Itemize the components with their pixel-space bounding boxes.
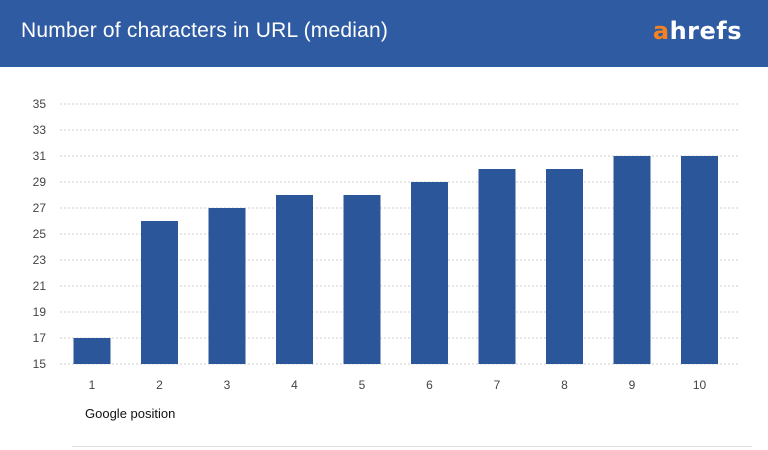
x-tick-label: 8	[561, 378, 568, 392]
x-tick-label: 10	[693, 378, 707, 392]
ahrefs-logo: ahrefs	[653, 17, 742, 45]
x-tick-label: 5	[359, 378, 366, 392]
bar-position-2	[141, 221, 178, 364]
bar-position-5	[343, 195, 381, 364]
x-tick-label: 2	[156, 378, 163, 392]
y-tick-label: 29	[33, 175, 47, 189]
bar-position-7	[478, 169, 516, 364]
x-axis-label: Google position	[85, 406, 175, 421]
y-tick-label: 17	[33, 331, 47, 345]
bar-position-3	[208, 208, 246, 364]
bottom-divider	[72, 446, 752, 447]
bar-position-8	[546, 169, 583, 364]
bar-position-1	[73, 338, 111, 364]
bar-position-9	[613, 156, 651, 364]
bars	[73, 156, 718, 364]
bar-position-4	[276, 195, 313, 364]
logo-accent-letter: a	[652, 17, 670, 45]
x-tick-label: 3	[224, 378, 231, 392]
y-tick-label: 19	[33, 305, 47, 319]
y-tick-label: 35	[33, 97, 47, 111]
y-tick-label: 21	[33, 279, 47, 293]
chart-header: Number of characters in URL (median) ahr…	[0, 0, 768, 67]
y-tick-label: 23	[33, 253, 47, 267]
y-tick-label: 33	[33, 123, 47, 137]
bar-position-6	[411, 182, 448, 364]
logo-text: hrefs	[669, 17, 742, 45]
y-tick-label: 27	[33, 201, 47, 215]
x-tick-label: 6	[426, 378, 433, 392]
x-tick-label: 4	[291, 378, 298, 392]
x-tick-label: 9	[629, 378, 636, 392]
y-tick-label: 15	[33, 357, 47, 371]
y-tick-label: 25	[33, 227, 47, 241]
x-tick-label: 7	[494, 378, 501, 392]
y-axis-ticks: 15 17 19 21 23 25 27 29 31 33 35	[33, 97, 47, 371]
chart-title: Number of characters in URL (median)	[21, 19, 389, 42]
x-tick-label: 1	[89, 378, 96, 392]
bar-position-10	[681, 156, 718, 364]
x-axis-ticks: 1 2 3 4 5 6 7 8 9 10	[89, 378, 707, 392]
y-tick-label: 31	[33, 149, 47, 163]
